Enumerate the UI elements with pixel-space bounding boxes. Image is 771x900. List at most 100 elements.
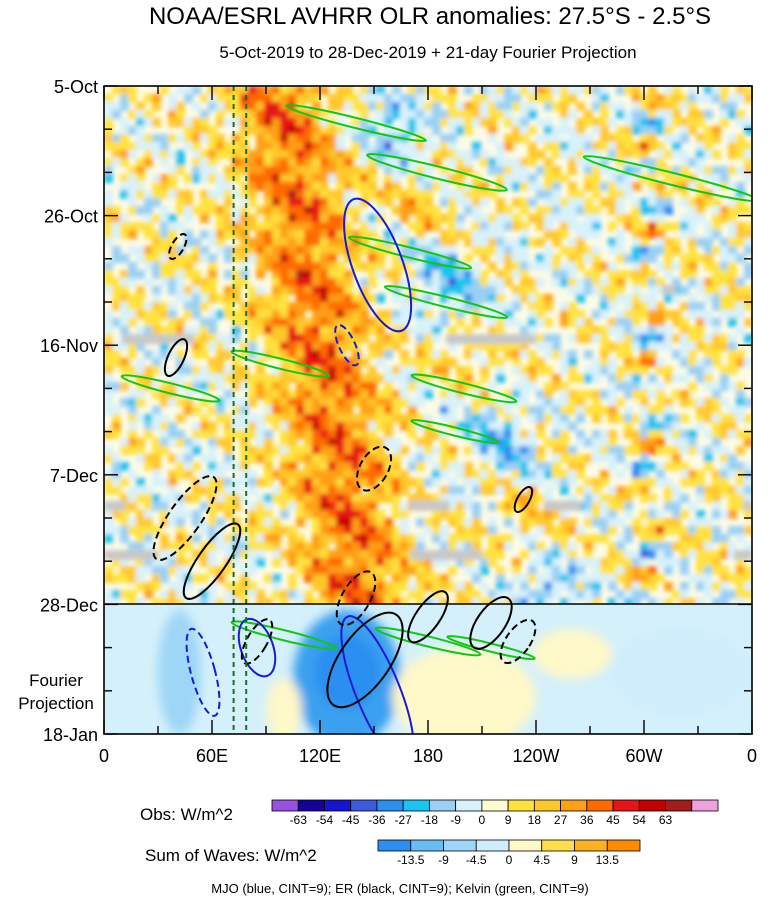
obs-cell (416, 590, 425, 599)
obs-cell (608, 198, 617, 207)
obs-cell (624, 174, 633, 183)
obs-cell (128, 142, 137, 151)
kelvin-contour (582, 155, 752, 203)
obs-cell (232, 174, 241, 183)
colorbar-swatch (574, 839, 608, 852)
obs-cell (104, 486, 113, 495)
obs-cell (448, 118, 457, 127)
obs-cell (568, 334, 577, 343)
kelvin-contour (230, 349, 331, 378)
colorbar-swatch (297, 799, 325, 812)
obs-cell (104, 126, 113, 135)
obs-cell (288, 502, 297, 511)
obs-cell (664, 198, 673, 207)
obs-cell (416, 86, 425, 95)
obs-cell (464, 518, 473, 527)
obs-cell (536, 558, 545, 567)
obs-cell (440, 118, 449, 127)
obs-cell (720, 366, 729, 375)
obs-cell (272, 238, 281, 247)
obs-cell (224, 502, 233, 511)
obs-cell (728, 510, 737, 519)
obs-cell (376, 198, 385, 207)
obs-cell (320, 86, 329, 95)
obs-cell (328, 174, 337, 183)
obs-cell (712, 406, 721, 415)
obs-cell (224, 190, 233, 199)
obs-cell (168, 262, 177, 271)
obs-cell (288, 134, 297, 143)
obs-cell (608, 318, 617, 327)
obs-cell (680, 414, 689, 423)
obs-cell (480, 390, 489, 399)
obs-cell (464, 462, 473, 471)
obs-cell (544, 366, 553, 375)
obs-cell (680, 446, 689, 455)
obs-cell (608, 222, 617, 231)
obs-cell (552, 422, 561, 431)
obs-cell (408, 86, 417, 95)
obs-cell (248, 390, 257, 399)
obs-cell (536, 582, 545, 591)
obs-cell (480, 486, 489, 495)
obs-cell (744, 158, 752, 167)
obs-cell (472, 102, 481, 111)
obs-cell (696, 334, 705, 343)
obs-cell (104, 334, 113, 343)
obs-cell (320, 414, 329, 423)
obs-cell (592, 438, 601, 447)
obs-cell (744, 270, 752, 279)
obs-cell (368, 270, 377, 279)
obs-cell (232, 598, 241, 607)
obs-cell (344, 566, 353, 575)
obs-cell (296, 534, 305, 543)
obs-cell (344, 446, 353, 455)
obs-cell (360, 462, 369, 471)
obs-cell (432, 262, 441, 271)
obs-cell (216, 470, 225, 479)
obs-cell (504, 86, 513, 95)
obs-cell (232, 406, 241, 415)
obs-cell (632, 374, 641, 383)
obs-cell (560, 438, 569, 447)
obs-cell (688, 478, 697, 487)
obs-cell (552, 254, 561, 263)
obs-cell (128, 494, 137, 503)
obs-cell (272, 414, 281, 423)
obs-cell (472, 198, 481, 207)
obs-cell (392, 294, 401, 303)
colorbar-swatch (376, 799, 404, 812)
obs-cell (736, 502, 745, 511)
obs-cell (736, 390, 745, 399)
obs-cell (544, 582, 553, 591)
obs-cell (336, 174, 345, 183)
obs-cell (688, 574, 697, 583)
x-tick-label: 120W (512, 746, 559, 766)
obs-cell (144, 302, 153, 311)
obs-cell (200, 94, 209, 103)
obs-cell (120, 342, 129, 351)
obs-cell (432, 318, 441, 327)
obs-cell (544, 558, 553, 567)
obs-cell (352, 206, 361, 215)
obs-cell (328, 574, 337, 583)
obs-cell (560, 526, 569, 535)
obs-cell (528, 414, 537, 423)
obs-cell (256, 270, 265, 279)
obs-cell (400, 574, 409, 583)
obs-cell (496, 94, 505, 103)
obs-cell (512, 486, 521, 495)
obs-cell (392, 494, 401, 503)
obs-cell (560, 566, 569, 575)
obs-cell (304, 446, 313, 455)
obs-cell (720, 590, 729, 599)
x-axis: 0 60E 120E 180 120W 60W 0 (99, 86, 757, 766)
obs-cell (304, 318, 313, 327)
obs-cell (744, 118, 752, 127)
obs-cell (392, 558, 401, 567)
obs-cell (368, 390, 377, 399)
obs-cell (336, 182, 345, 191)
obs-cell (632, 462, 641, 471)
obs-cell (312, 238, 321, 247)
obs-cell (704, 342, 713, 351)
